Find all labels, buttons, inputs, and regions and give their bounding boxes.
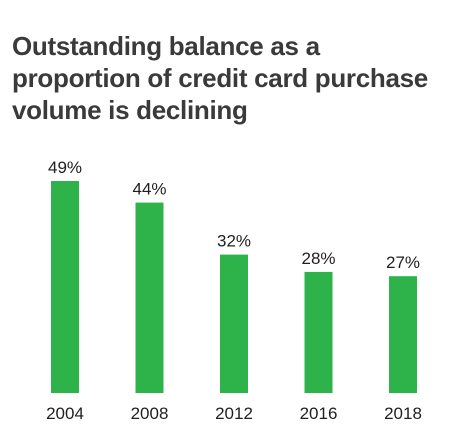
value-label-2012: 32% [217, 232, 251, 251]
bar-2008 [135, 202, 164, 393]
x-axis-tick-labels: 2004 2008 2012 2016 2018 [46, 404, 422, 423]
chart-title: Outstanding balance as a proportion of c… [12, 31, 428, 125]
x-tick-label-2018: 2018 [384, 404, 422, 423]
value-label-2008: 44% [132, 180, 166, 199]
bar-2012 [220, 254, 248, 393]
value-labels-layer: 49% 44% 32% 28% 27% [48, 158, 420, 272]
value-label-2018: 27% [386, 253, 420, 272]
bar-2004 [51, 181, 79, 393]
value-label-2016: 28% [301, 249, 335, 268]
x-tick-label-2008: 2008 [131, 404, 169, 423]
x-tick-label-2004: 2004 [46, 404, 84, 423]
bar-2016 [304, 271, 333, 393]
bars-layer [51, 181, 417, 393]
x-tick-label-2012: 2012 [215, 404, 253, 423]
bar-2018 [389, 276, 417, 393]
value-label-2004: 49% [48, 158, 82, 177]
x-tick-label-2016: 2016 [300, 404, 338, 423]
